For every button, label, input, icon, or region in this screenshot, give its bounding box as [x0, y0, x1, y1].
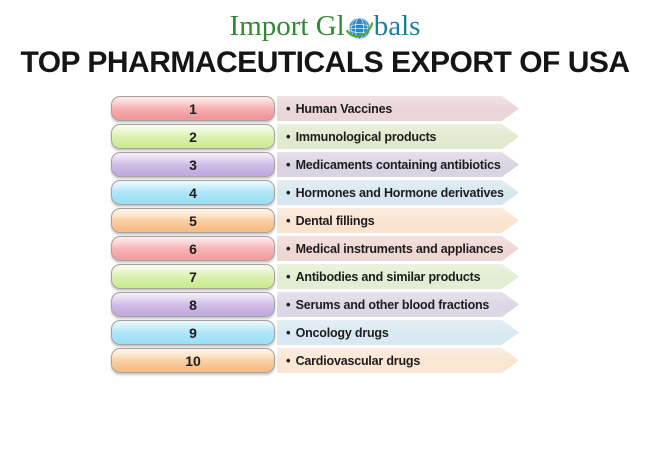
rank-number: 3	[189, 156, 197, 173]
category-arrow: • Immunological products	[277, 124, 519, 149]
list-item: 10 • Cardiovascular drugs	[111, 348, 519, 373]
list-item: 6 • Medical instruments and appliances	[111, 236, 519, 261]
category-label: Immunological products	[295, 129, 437, 144]
rank-number: 6	[189, 240, 197, 257]
list-item: 7 • Antibodies and similar products	[111, 264, 519, 289]
bullet-icon: •	[286, 129, 291, 144]
rank-badge: 7	[111, 264, 275, 289]
category-label: Human Vaccines	[295, 101, 393, 116]
list-item: 2 • Immunological products	[111, 124, 519, 149]
category-arrow: • Cardiovascular drugs	[277, 348, 519, 373]
category-arrow: • Medicaments containing antibiotics	[277, 152, 519, 177]
category-label: Medicaments containing antibiotics	[295, 157, 501, 172]
bullet-icon: •	[286, 297, 291, 312]
category-label: Serums and other blood fractions	[295, 297, 490, 312]
bullet-icon: •	[286, 101, 291, 116]
rank-number: 7	[189, 268, 197, 285]
category-arrow: • Oncology drugs	[277, 320, 519, 345]
list-item: 8 • Serums and other blood fractions	[111, 292, 519, 317]
rank-badge: 5	[111, 208, 275, 233]
list-item: 4 • Hormones and Hormone derivatives	[111, 180, 519, 205]
category-arrow: • Dental fillings	[277, 208, 519, 233]
rank-badge: 3	[111, 152, 275, 177]
list-item: 3 • Medicaments containing antibiotics	[111, 152, 519, 177]
rank-number: 8	[189, 296, 197, 313]
list-item: 9 • Oncology drugs	[111, 320, 519, 345]
category-arrow: • Human Vaccines	[277, 96, 519, 121]
category-label: Hormones and Hormone derivatives	[295, 185, 504, 200]
page-title: TOP PHARMACEUTICALS EXPORT OF USA	[20, 46, 630, 79]
rank-number: 2	[189, 128, 197, 145]
bullet-icon: •	[286, 157, 291, 172]
bullet-icon: •	[286, 269, 291, 284]
category-arrow: • Medical instruments and appliances	[277, 236, 519, 261]
bullet-icon: •	[286, 325, 291, 340]
top-list: 1 • Human Vaccines 2 • Immunological pro…	[111, 96, 519, 376]
rank-number: 9	[189, 324, 197, 341]
rank-badge: 6	[111, 236, 275, 261]
category-label: Cardiovascular drugs	[295, 353, 421, 368]
rank-badge: 1	[111, 96, 275, 121]
logo: Import Gl bals	[0, 8, 650, 44]
rank-badge: 8	[111, 292, 275, 317]
category-label: Medical instruments and appliances	[295, 241, 504, 256]
bullet-icon: •	[286, 185, 291, 200]
rank-number: 10	[185, 352, 201, 369]
rank-badge: 4	[111, 180, 275, 205]
rank-badge: 9	[111, 320, 275, 345]
category-arrow: • Antibodies and similar products	[277, 264, 519, 289]
list-item: 5 • Dental fillings	[111, 208, 519, 233]
category-label: Oncology drugs	[295, 325, 389, 340]
rank-number: 1	[189, 100, 197, 117]
category-label: Antibodies and similar products	[295, 269, 481, 284]
category-arrow: • Serums and other blood fractions	[277, 292, 519, 317]
bullet-icon: •	[286, 353, 291, 368]
logo-text-bals: bals	[373, 10, 421, 42]
globe-icon	[345, 15, 373, 42]
bullet-icon: •	[286, 241, 291, 256]
bullet-icon: •	[286, 213, 291, 228]
rank-number: 5	[189, 212, 197, 229]
rank-number: 4	[189, 184, 197, 201]
category-arrow: • Hormones and Hormone derivatives	[277, 180, 519, 205]
list-item: 1 • Human Vaccines	[111, 96, 519, 121]
rank-badge: 2	[111, 124, 275, 149]
rank-badge: 10	[111, 348, 275, 373]
category-label: Dental fillings	[295, 213, 375, 228]
logo-text-import-gl: Import Gl	[229, 10, 345, 42]
